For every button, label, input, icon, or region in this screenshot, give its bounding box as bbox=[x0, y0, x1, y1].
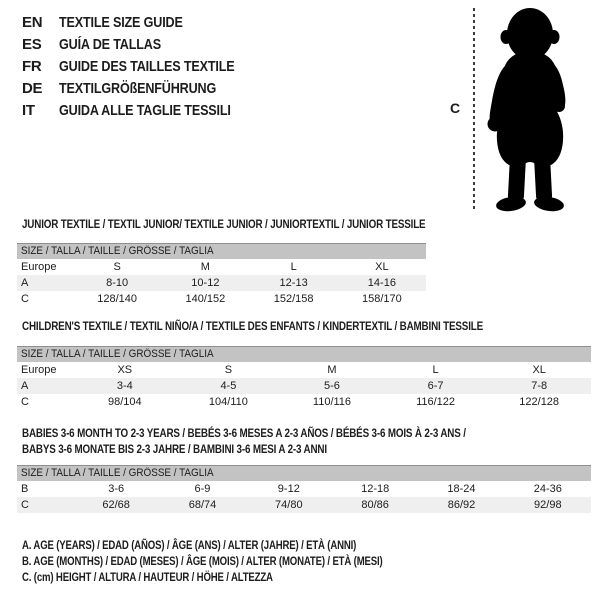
size-cell: 68/74 bbox=[188, 499, 217, 511]
size-cell: 7-8 bbox=[531, 380, 548, 392]
size-column-header: SIZE / TALLA / TAILLE / GRÖSSE / TAGLIA bbox=[17, 465, 591, 481]
row-label: C bbox=[21, 499, 29, 511]
guide-title: GUÍA DE TALLAS bbox=[59, 36, 161, 53]
size-cell: 12-13 bbox=[279, 277, 308, 289]
size-cell: XS bbox=[117, 364, 133, 376]
size-cell: 9-12 bbox=[277, 483, 300, 495]
size-cell: M bbox=[327, 364, 337, 376]
size-cell: 12-18 bbox=[361, 483, 390, 495]
toddler-silhouette-icon bbox=[487, 8, 566, 212]
size-column-header-label: SIZE / TALLA / TAILLE / GRÖSSE / TAGLIA bbox=[21, 348, 214, 360]
section-title-babies-line1: BABIES 3-6 MONTH TO 2-3 YEARS / BEBÉS 3-… bbox=[22, 426, 466, 440]
size-cell: M bbox=[200, 261, 210, 273]
language-code: FR bbox=[22, 58, 42, 75]
guide-title: GUIDA ALLE TAGLIE TESSILI bbox=[59, 102, 231, 119]
guide-title: GUIDE DES TAILLES TEXTILE bbox=[59, 58, 235, 75]
table-row-europe: Europe S M L XL bbox=[17, 259, 426, 275]
size-cell: 104/110 bbox=[208, 396, 248, 408]
section-title-babies: BABIES 3-6 MONTH TO 2-3 YEARS / BEBÉS 3-… bbox=[22, 425, 466, 457]
children-size-table: SIZE / TALLA / TAILLE / GRÖSSE / TAGLIA E… bbox=[17, 346, 591, 410]
size-column-header-label: SIZE / TALLA / TAILLE / GRÖSSE / TAGLIA bbox=[21, 245, 214, 257]
size-cell: 140/152 bbox=[185, 293, 226, 305]
language-title-row: IT GUIDA ALLE TAGLIE TESSILI bbox=[22, 100, 268, 122]
size-cell: 6-9 bbox=[194, 483, 211, 495]
size-cell: 18-24 bbox=[447, 483, 476, 495]
size-cell: 5-6 bbox=[324, 380, 340, 392]
size-column-header-label: SIZE / TALLA / TAILLE / GRÖSSE / TAGLIA bbox=[21, 467, 214, 479]
size-cell: 8-10 bbox=[106, 277, 129, 289]
row-label: B bbox=[21, 483, 29, 495]
row-label: Europe bbox=[21, 364, 57, 376]
guide-title: TEXTILE SIZE GUIDE bbox=[59, 14, 183, 31]
size-cell: 74/80 bbox=[275, 499, 303, 511]
size-cell: S bbox=[113, 261, 121, 273]
size-cell: 86/92 bbox=[447, 499, 476, 511]
size-cell: 80/86 bbox=[361, 499, 389, 511]
language-title-row: DE TEXTILGRÖßENFÜHRUNG bbox=[22, 78, 268, 100]
section-title-junior: JUNIOR TEXTILE / TEXTIL JUNIOR/ TEXTILE … bbox=[22, 217, 426, 231]
language-code: IT bbox=[22, 102, 35, 119]
size-cell: L bbox=[290, 261, 297, 273]
size-cell: 10-12 bbox=[191, 277, 220, 289]
row-label: Europe bbox=[21, 261, 57, 273]
legend-note-a: A. AGE (YEARS) / EDAD (AÑOS) / ÂGE (ANS)… bbox=[22, 538, 357, 552]
row-label: A bbox=[21, 277, 29, 289]
size-cell: 92/98 bbox=[534, 499, 562, 511]
language-code: EN bbox=[22, 14, 43, 31]
size-cell: 98/104 bbox=[107, 396, 142, 408]
size-cell: 3-6 bbox=[108, 483, 125, 495]
size-cell: 116/122 bbox=[416, 396, 456, 408]
legend-notes: A. AGE (YEARS) / EDAD (AÑOS) / ÂGE (ANS)… bbox=[22, 537, 473, 585]
language-title-row: FR GUIDE DES TAILLES TEXTILE bbox=[22, 56, 268, 78]
row-label: A bbox=[21, 380, 29, 392]
size-cell: 4-5 bbox=[220, 380, 237, 392]
table-row-c: C 62/68 68/74 74/80 80/86 86/92 92/98 bbox=[17, 497, 591, 513]
language-title-row: ES GUÍA DE TALLAS bbox=[22, 34, 268, 56]
size-cell: 158/170 bbox=[361, 293, 402, 305]
size-cell: 6-7 bbox=[427, 380, 444, 392]
size-cell: XL bbox=[375, 261, 389, 273]
language-title-row: EN TEXTILE SIZE GUIDE bbox=[22, 12, 268, 34]
language-title-list: EN TEXTILE SIZE GUIDE ES GUÍA DE TALLAS … bbox=[22, 12, 268, 122]
size-cell: S bbox=[224, 364, 233, 376]
row-label: C bbox=[21, 293, 29, 305]
size-cell: L bbox=[432, 364, 439, 376]
table-row-a: A 3-4 4-5 5-6 6-7 7-8 bbox=[17, 378, 591, 394]
size-cell: 152/158 bbox=[273, 293, 314, 305]
babies-size-table: SIZE / TALLA / TAILLE / GRÖSSE / TAGLIA B… bbox=[17, 465, 591, 513]
size-cell: 3-4 bbox=[116, 380, 133, 392]
section-title-children: CHILDREN'S TEXTILE / TEXTIL NIÑO/A / TEX… bbox=[22, 319, 484, 333]
legend-note-b: B. AGE (MONTHS) / EDAD (MESES) / ÂGE (MO… bbox=[22, 554, 383, 568]
table-row-c: C 128/140 140/152 152/158 158/170 bbox=[17, 291, 426, 307]
table-row-c: C 98/104 104/110 110/116 116/122 122/128 bbox=[17, 394, 591, 410]
height-measure-label: C bbox=[450, 100, 461, 116]
size-cell: 122/128 bbox=[519, 396, 560, 408]
table-row-b: B 3-6 6-9 9-12 12-18 18-24 24-36 bbox=[17, 481, 591, 497]
guide-title: TEXTILGRÖßENFÜHRUNG bbox=[59, 80, 217, 97]
table-row-europe: Europe XS S M L XL bbox=[17, 362, 591, 378]
size-cell: 24-36 bbox=[533, 483, 562, 495]
language-code: ES bbox=[22, 36, 42, 53]
size-cell: 110/116 bbox=[312, 396, 352, 408]
row-label: C bbox=[21, 396, 29, 408]
size-cell: 62/68 bbox=[102, 499, 130, 511]
size-column-header: SIZE / TALLA / TAILLE / GRÖSSE / TAGLIA bbox=[17, 243, 426, 259]
height-measure-dotted-line bbox=[473, 8, 475, 210]
size-cell: XL bbox=[532, 364, 546, 376]
size-cell: 14-16 bbox=[367, 277, 396, 289]
size-column-header: SIZE / TALLA / TAILLE / GRÖSSE / TAGLIA bbox=[17, 346, 591, 362]
junior-size-table: SIZE / TALLA / TAILLE / GRÖSSE / TAGLIA E… bbox=[17, 243, 426, 307]
section-title-babies-line2: BABYS 3-6 MONATE BIS 2-3 JAHRE / BAMBINI… bbox=[22, 442, 327, 456]
size-cell: 128/140 bbox=[97, 293, 137, 305]
legend-note-c: C. (cm) HEIGHT / ALTURA / HAUTEUR / HÖHE… bbox=[22, 570, 273, 584]
table-row-a: A 8-10 10-12 12-13 14-16 bbox=[17, 275, 426, 291]
language-code: DE bbox=[22, 80, 43, 97]
